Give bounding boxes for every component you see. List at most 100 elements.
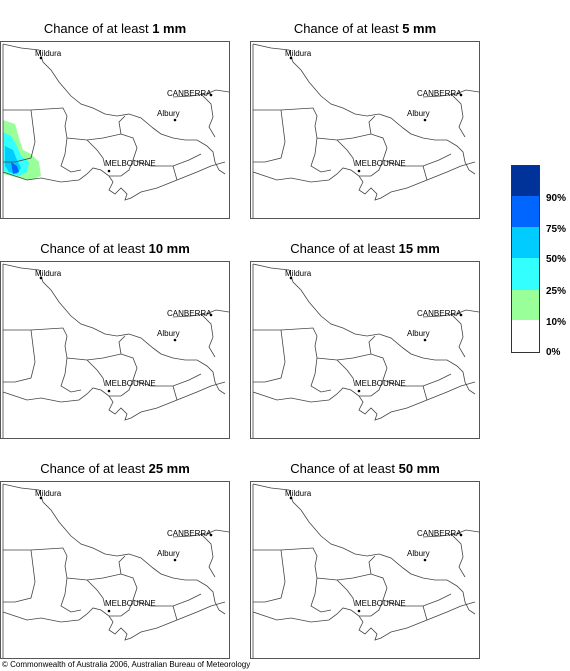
boundary-line: [368, 335, 376, 355]
city-label-canberra: CANBERRA: [417, 89, 462, 98]
rainfall-probability-area: [11, 162, 19, 174]
panel-title-25mm: Chance of at least 25 mm: [40, 461, 190, 476]
city-marker-melbourne: [357, 169, 361, 173]
boundary-line: [2, 483, 226, 615]
boundary-line: [60, 357, 82, 393]
boundary-line: [253, 109, 286, 163]
city-marker-albury: [423, 338, 427, 342]
city-marker-albury: [423, 118, 427, 122]
city-label-mildura: Mildura: [35, 489, 62, 498]
city-label-mildura: Mildura: [35, 49, 62, 58]
map-panel-25mm: Mildura CANBERRA Albury MELBOURNE: [0, 481, 230, 659]
boundary-line: [3, 547, 202, 607]
city-label-melbourne: MELBOURNE: [355, 599, 406, 608]
map-panel-1mm: Mildura CANBERRA Albury MELBOURNE: [0, 41, 230, 219]
boundary-line: [422, 605, 428, 621]
city-marker-canberra: [459, 93, 463, 97]
boundary-line: [86, 579, 106, 607]
boundary-line: [450, 313, 466, 358]
boundary-line: [2, 263, 226, 395]
boundary-line: [252, 381, 476, 421]
boundary-line: [359, 159, 384, 177]
boundary-line: [3, 329, 36, 383]
legend-band-0: [512, 320, 539, 352]
city-marker-mildura: [289, 496, 293, 500]
boundary-line: [310, 577, 332, 613]
victoria-map: Mildura CANBERRA Albury MELBOURNE: [2, 483, 229, 658]
boundary-line: [336, 359, 356, 387]
victoria-map: Mildura CANBERRA Albury MELBOURNE: [252, 263, 479, 438]
city-marker-albury: [173, 118, 177, 122]
boundary-line: [253, 327, 452, 387]
city-label-mildura: Mildura: [285, 269, 312, 278]
city-marker-albury: [423, 558, 427, 562]
boundary-line: [359, 599, 384, 617]
boundary-line: [253, 329, 286, 383]
city-marker-melbourne: [107, 169, 111, 173]
boundary-line: [359, 379, 384, 397]
boundary-line: [109, 599, 134, 617]
boundary-line: [336, 579, 356, 607]
city-label-melbourne: MELBOURNE: [105, 599, 156, 608]
boundary-line: [172, 165, 178, 181]
boundary-line: [2, 43, 226, 175]
victoria-map: Mildura CANBERRA Albury MELBOURNE: [252, 43, 479, 218]
boundary-line: [86, 139, 106, 167]
city-marker-melbourne: [107, 389, 111, 393]
boundary-line: [118, 115, 126, 135]
panel-title-10mm: Chance of at least 10 mm: [40, 241, 190, 256]
boundary-line: [450, 93, 466, 138]
city-label-canberra: CANBERRA: [167, 309, 212, 318]
city-label-melbourne: MELBOURNE: [355, 159, 406, 168]
boundary-line: [422, 529, 479, 538]
legend-label-0: 0%: [546, 347, 561, 358]
boundary-line: [172, 89, 229, 98]
boundary-line: [252, 601, 476, 641]
boundary-line: [253, 549, 286, 603]
boundary-line: [172, 309, 229, 318]
boundary-line: [252, 263, 476, 395]
city-marker-mildura: [39, 56, 43, 60]
boundary-line: [60, 137, 82, 173]
city-label-albury: Albury: [407, 109, 430, 118]
legend-band-90: [512, 166, 539, 196]
boundary-line: [200, 93, 216, 138]
city-label-canberra: CANBERRA: [417, 529, 462, 538]
city-label-albury: Albury: [157, 549, 180, 558]
panel-title-50mm: Chance of at least 50 mm: [290, 461, 440, 476]
boundary-line: [422, 165, 428, 181]
legend-band-50: [512, 227, 539, 258]
boundary-line: [118, 555, 126, 575]
legend-band-75: [512, 196, 539, 227]
legend-label-75: 75%: [546, 224, 567, 235]
city-marker-mildura: [289, 276, 293, 280]
boundary-line: [3, 549, 36, 603]
boundary-line: [2, 601, 226, 641]
city-marker-mildura: [289, 56, 293, 60]
boundary-line: [200, 533, 216, 578]
city-label-mildura: Mildura: [285, 49, 312, 58]
boundary-line: [253, 547, 452, 607]
city-marker-melbourne: [357, 609, 361, 613]
boundary-line: [450, 533, 466, 578]
legend-label-50: 50%: [546, 254, 567, 265]
boundary-line: [172, 385, 178, 401]
city-marker-melbourne: [107, 609, 111, 613]
boundary-line: [368, 555, 376, 575]
victoria-map: Mildura CANBERRA Albury MELBOURNE: [252, 483, 479, 658]
city-label-canberra: CANBERRA: [417, 309, 462, 318]
city-marker-mildura: [39, 276, 43, 280]
boundary-line: [252, 483, 476, 615]
legend-label-25: 25%: [546, 286, 567, 297]
boundary-line: [172, 605, 178, 621]
city-marker-melbourne: [357, 389, 361, 393]
boundary-line: [252, 161, 476, 201]
city-marker-canberra: [209, 533, 213, 537]
boundary-line: [3, 327, 202, 387]
city-marker-canberra: [459, 313, 463, 317]
city-label-mildura: Mildura: [285, 489, 312, 498]
map-panel-5mm: Mildura CANBERRA Albury MELBOURNE: [250, 41, 480, 219]
map-panel-50mm: Mildura CANBERRA Albury MELBOURNE: [250, 481, 480, 659]
victoria-map: Mildura CANBERRA Albury MELBOURNE: [2, 43, 229, 218]
boundary-line: [310, 357, 332, 393]
